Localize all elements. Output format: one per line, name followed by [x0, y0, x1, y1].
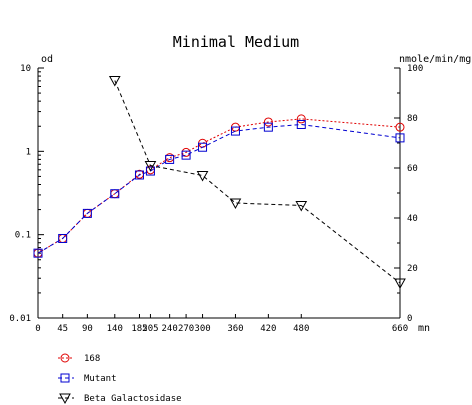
data-point — [58, 233, 68, 243]
x-tick-label: 300 — [194, 324, 210, 334]
left-tick-label: 1 — [26, 147, 31, 157]
right-tick-label: 60 — [407, 164, 418, 174]
data-point — [296, 114, 306, 124]
right-tick-label: 0 — [407, 314, 412, 324]
right-tick-label: 100 — [407, 64, 423, 74]
data-point — [394, 278, 406, 290]
legend-label: 168 — [84, 354, 100, 364]
data-point — [165, 153, 175, 163]
data-point — [263, 117, 273, 127]
x-tick-label: 420 — [260, 324, 276, 334]
legend-marker — [59, 393, 71, 405]
data-point — [181, 150, 191, 160]
data-point — [33, 248, 43, 258]
right-tick-label: 80 — [407, 114, 418, 124]
x-unit-label: mn — [418, 323, 430, 334]
data-point — [196, 171, 209, 182]
left-tick-label: 10 — [20, 64, 31, 74]
chart-title: Minimal Medium — [173, 33, 299, 51]
x-tick-label: 185 — [131, 324, 147, 334]
data-point — [82, 208, 92, 218]
data-point — [134, 170, 144, 180]
data-point — [165, 154, 175, 164]
data-point — [144, 161, 157, 172]
series-line — [37, 118, 401, 254]
x-tick-label: 205 — [142, 324, 158, 334]
x-tick-label: 90 — [82, 324, 93, 334]
x-tick-label: 0 — [35, 324, 40, 334]
data-point — [230, 126, 240, 136]
left-axis-label: od — [41, 54, 53, 65]
series-line — [37, 123, 401, 254]
data-point — [395, 122, 405, 132]
x-tick-label: 45 — [57, 324, 68, 334]
right-tick-label: 40 — [407, 214, 418, 224]
data-point — [108, 76, 121, 87]
legend-label: Mutant — [84, 374, 117, 384]
x-tick-label: 480 — [293, 324, 309, 334]
data-point — [395, 133, 405, 143]
legend: 168 Mutant Beta Galactosidase — [58, 353, 182, 405]
data-point — [229, 198, 242, 210]
x-tick-label: 140 — [107, 324, 123, 334]
x-tick-label: 240 — [162, 324, 178, 334]
series-line — [114, 80, 401, 284]
data-point — [145, 166, 155, 176]
right-axis-label: nmole/min/mg — [399, 54, 471, 65]
right-tick-label: 20 — [407, 264, 418, 274]
data-point — [295, 201, 308, 212]
legend-marker — [60, 373, 70, 383]
x-tick-label: 660 — [392, 324, 408, 334]
left-tick-label: 0.1 — [15, 231, 31, 241]
x-tick-label: 270 — [178, 324, 194, 334]
data-point — [198, 142, 208, 152]
legend-marker — [60, 353, 70, 363]
data-point — [110, 189, 120, 199]
left-tick-label: 0.01 — [9, 314, 31, 324]
legend-label: Beta Galactosidase — [84, 394, 182, 404]
data-point — [296, 119, 306, 129]
data-point — [263, 122, 273, 132]
x-tick-label: 360 — [227, 324, 243, 334]
